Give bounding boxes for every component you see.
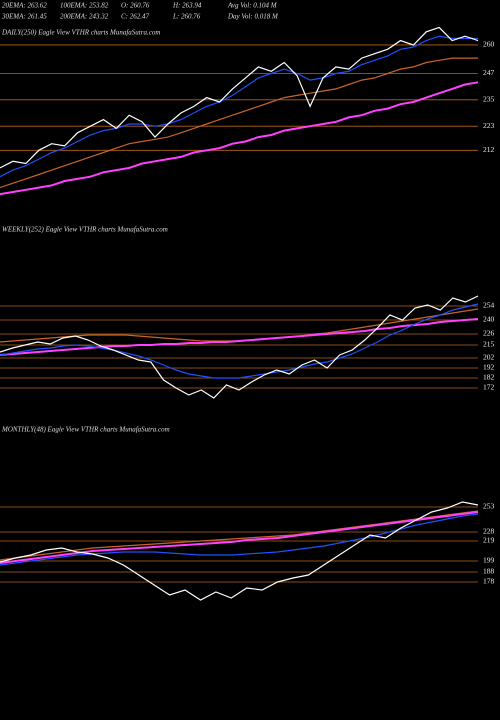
y-tick-label: 199 [483,556,495,565]
price-line [0,81,479,196]
y-tick-label: 192 [483,363,495,372]
price-line [0,26,479,169]
price-line [0,318,479,356]
y-tick-label: 172 [483,383,495,392]
y-tick-label: 202 [483,353,495,362]
header-stat: 100EMA: 253.82 [60,2,109,10]
panel-title: MONTHLY(48) Eagle View VTHR charts Munaf… [1,426,170,434]
price-line [0,501,479,601]
y-tick-label: 254 [483,301,495,310]
y-tick-label: 228 [483,527,495,536]
y-tick-label: 212 [483,145,495,154]
header-stat: 200EMA: 243.32 [60,13,109,21]
y-tick-label: 219 [483,536,495,545]
header-stat: Day Vol: 0.018 M [227,13,279,21]
header-stat: 20EMA: 263.62 [2,2,47,10]
y-tick-label: 247 [483,68,495,77]
panel-title: WEEKLY(252) Eagle View VTHR charts Munaf… [2,226,168,234]
price-line [0,57,478,189]
y-tick-label: 240 [483,315,495,324]
y-tick-label: 226 [483,329,495,338]
price-line [0,295,479,399]
y-tick-label: 235 [483,95,495,104]
y-tick-label: 223 [483,121,495,130]
header-stat: L: 260.76 [172,13,201,21]
y-tick-label: 253 [483,502,495,511]
price-line [0,303,479,379]
header-stat: C: 262.47 [121,13,150,21]
y-tick-label: 215 [483,340,495,349]
header-stat: Avg Vol: 0.104 M [227,2,278,10]
header-stat: H: 263.94 [172,2,202,10]
panel-title: DAILY(250) Eagle View VTHR charts Munafa… [1,29,160,37]
header-stat: O: 260.76 [121,2,150,10]
y-tick-label: 260 [483,40,495,49]
header-stat: 30EMA: 261.45 [1,13,47,21]
price-line [0,35,478,178]
price-line [0,510,479,561]
y-tick-label: 178 [483,577,495,586]
y-tick-label: 182 [483,373,495,382]
y-tick-label: 188 [483,567,495,576]
